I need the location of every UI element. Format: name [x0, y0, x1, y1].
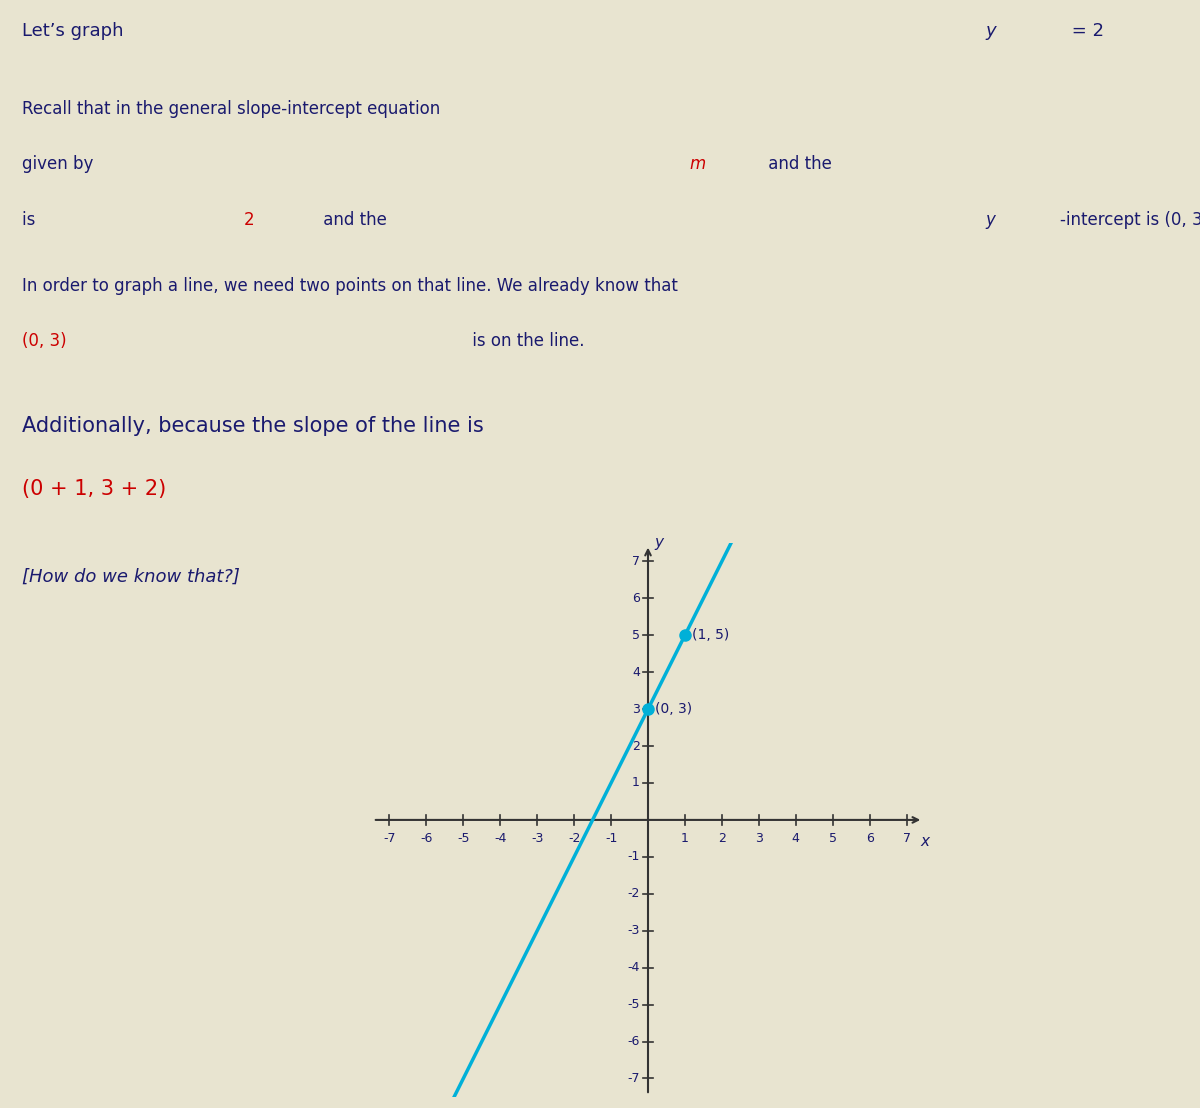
- Text: y: y: [655, 535, 664, 551]
- Text: 2: 2: [632, 739, 640, 752]
- Text: and the: and the: [318, 211, 392, 228]
- Text: -5: -5: [457, 832, 469, 844]
- Text: 1: 1: [680, 832, 689, 844]
- Text: [How do we know that?]: [How do we know that?]: [22, 567, 240, 586]
- Text: In order to graph a line, we need two points on that line. We already know that: In order to graph a line, we need two po…: [22, 277, 678, 295]
- Text: -5: -5: [628, 998, 640, 1012]
- Text: Recall that in the general slope-intercept equation: Recall that in the general slope-interce…: [22, 100, 445, 117]
- Text: 2: 2: [718, 832, 726, 844]
- Text: -1: -1: [628, 850, 640, 863]
- Text: -6: -6: [628, 1035, 640, 1048]
- Text: (0 + 1, 3 + 2): (0 + 1, 3 + 2): [22, 479, 166, 500]
- Text: 7: 7: [632, 555, 640, 568]
- Text: 4: 4: [792, 832, 799, 844]
- Text: y: y: [985, 22, 996, 40]
- Text: 7: 7: [902, 832, 911, 844]
- Text: -4: -4: [628, 961, 640, 974]
- Text: -4: -4: [494, 832, 506, 844]
- Text: given by: given by: [22, 155, 98, 173]
- Text: x: x: [920, 834, 930, 849]
- Text: y: y: [985, 211, 996, 228]
- Text: -intercept is (0, 3).: -intercept is (0, 3).: [1060, 211, 1200, 228]
- Text: (0, 3): (0, 3): [22, 332, 66, 350]
- Text: -6: -6: [420, 832, 432, 844]
- Text: 2: 2: [244, 211, 254, 228]
- Text: Let’s graph: Let’s graph: [22, 22, 128, 40]
- Text: 6: 6: [865, 832, 874, 844]
- Text: (0, 3): (0, 3): [655, 702, 691, 716]
- Text: 4: 4: [632, 666, 640, 679]
- Text: -1: -1: [605, 832, 617, 844]
- Text: -3: -3: [628, 924, 640, 937]
- Text: Additionally, because the slope of the line is: Additionally, because the slope of the l…: [22, 416, 490, 435]
- Text: -7: -7: [628, 1071, 640, 1085]
- Text: 1: 1: [632, 777, 640, 790]
- Text: = 2: = 2: [1066, 22, 1104, 40]
- Text: 5: 5: [632, 628, 640, 642]
- Text: -2: -2: [628, 888, 640, 901]
- Text: and the: and the: [763, 155, 838, 173]
- Text: 6: 6: [632, 592, 640, 605]
- Text: 3: 3: [755, 832, 763, 844]
- Text: 5: 5: [829, 832, 836, 844]
- Text: is: is: [22, 211, 41, 228]
- Text: is on the line.: is on the line.: [467, 332, 584, 350]
- Text: -7: -7: [383, 832, 396, 844]
- Text: -2: -2: [568, 832, 581, 844]
- Text: 3: 3: [632, 702, 640, 716]
- Text: -3: -3: [532, 832, 544, 844]
- Text: m: m: [689, 155, 706, 173]
- Text: (1, 5): (1, 5): [691, 628, 728, 643]
